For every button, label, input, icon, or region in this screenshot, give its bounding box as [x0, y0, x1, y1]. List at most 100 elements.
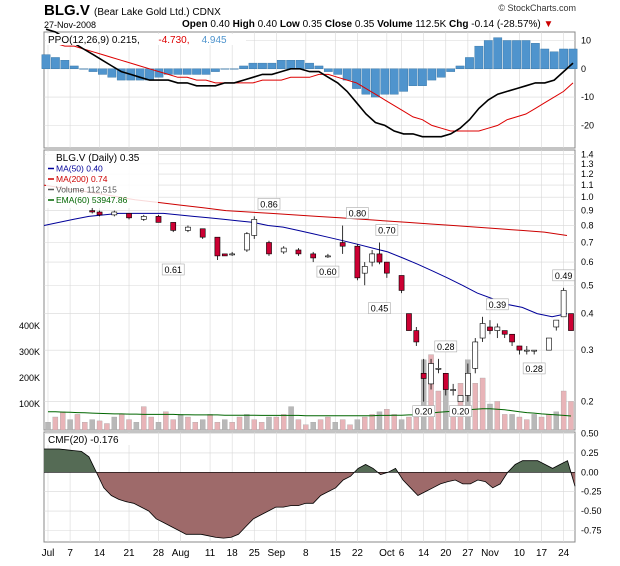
volume-bar	[52, 416, 59, 431]
candle-body	[140, 216, 147, 220]
close-label: Close	[324, 19, 353, 30]
cmf-line	[44, 448, 576, 539]
price-annotation-box	[161, 263, 185, 276]
price-y-tick: 1.4	[581, 149, 594, 159]
ppo-legend-item: 4.945	[202, 35, 227, 46]
candle-body	[280, 247, 287, 253]
x-tick-label: 21	[123, 548, 135, 559]
x-tick-label: 11	[205, 548, 216, 559]
volume-label: Volume	[377, 19, 413, 30]
brand-label: © StockCharts.com	[498, 3, 576, 13]
close-value: 0.35	[354, 19, 375, 30]
candle-body	[96, 211, 103, 216]
ppo-hist-bar	[51, 57, 60, 69]
cmf-positive-area	[44, 449, 571, 473]
chart-header: BLG.V (Bear Lake Gold Ltd.) CDNX 27-Nov-…	[0, 0, 620, 32]
ppo-hist-bar	[540, 48, 550, 69]
candle-body	[420, 373, 427, 379]
price-annotation-label: 0.20	[452, 407, 470, 417]
volume-bar	[214, 422, 221, 431]
ppo-hist-bar	[201, 68, 211, 75]
volume-bar	[479, 377, 486, 431]
candle-body	[457, 395, 464, 402]
exchange: CDNX	[192, 7, 221, 18]
volume-bar	[266, 416, 272, 431]
symbol: BLG.V	[44, 2, 90, 19]
price-legend-item: EMA(60) 53947.86	[56, 195, 128, 205]
price-annotation-label: 0.49	[555, 271, 573, 281]
price-legend-item: MA(200) 0.74	[56, 174, 108, 184]
x-tick-label: 17	[536, 548, 548, 559]
volume-bar	[553, 411, 559, 431]
volume-bar	[354, 419, 361, 431]
ppo-hist-bar	[342, 68, 352, 81]
volume-bar	[295, 419, 302, 431]
candle-body	[479, 323, 486, 339]
ppo-signal-line	[46, 42, 574, 132]
volume-bar	[111, 416, 117, 431]
ppo-hist-bar	[408, 68, 418, 86]
candle-body	[354, 245, 361, 279]
volume-bar	[494, 401, 501, 431]
price-annotation-label: 0.70	[378, 226, 396, 236]
candle-body	[428, 363, 434, 385]
cmf-y-tick: -0.25	[581, 487, 602, 497]
price-annotation-box	[375, 224, 399, 236]
price-y-tick: 0.8	[581, 221, 594, 231]
price-y-tick: 1.3	[581, 159, 594, 169]
x-tick-label: Jul	[42, 548, 55, 559]
ppo-line	[45, 28, 574, 138]
x-tick-label: 20	[440, 548, 452, 559]
volume-bar	[288, 406, 294, 431]
x-tick-label: Oct	[379, 548, 395, 559]
price-annotation-label: 0.80	[349, 209, 367, 219]
volume-bar	[192, 422, 199, 431]
ppo-hist-bar	[145, 68, 154, 81]
x-tick-label: Sep	[267, 548, 285, 559]
candle-body	[361, 266, 368, 274]
volume-bar	[524, 419, 530, 431]
volume-bar	[317, 419, 324, 431]
volume-bar	[170, 419, 176, 431]
ppo-hist-bar	[220, 68, 230, 70]
volume-bar	[406, 416, 412, 431]
high-label: High	[232, 19, 255, 30]
volume-bar	[487, 403, 493, 431]
volume-bar	[155, 422, 162, 431]
candle-body	[494, 326, 501, 331]
ppo-hist-bar	[79, 68, 89, 70]
ppo-hist-bar	[465, 57, 474, 69]
volume-bar	[369, 414, 375, 431]
volume-bar	[118, 414, 125, 431]
ppo-hist-bar	[512, 40, 521, 69]
ppo-hist-bar	[60, 60, 70, 69]
x-tick-label: 14	[94, 548, 106, 559]
ppo-hist-bar	[258, 62, 267, 69]
volume-bar	[435, 390, 442, 431]
volume-bar	[516, 416, 523, 431]
volume-bar	[538, 416, 545, 431]
open-value: 0.40	[210, 19, 230, 30]
volume-y-tick: 100K	[19, 399, 40, 409]
volume-y-tick: 300K	[19, 347, 40, 357]
x-tick-label: 7	[67, 548, 73, 559]
open-label: Open	[182, 19, 208, 30]
cmf-legend-bg	[46, 434, 130, 445]
ppo-hist-bar	[483, 40, 493, 69]
volume-bar	[163, 411, 169, 431]
cmf-y-tick: 0.00	[581, 467, 599, 477]
price-y-tick: 0.9	[581, 206, 594, 216]
candle-body	[553, 319, 560, 328]
volume-bar	[96, 420, 103, 431]
ppo-hist-bar	[305, 62, 314, 69]
price-annotation-label: 0.39	[489, 300, 507, 310]
volume-bar	[339, 419, 346, 431]
price-annotation-label: 0.60	[319, 267, 337, 277]
volume-bar	[325, 416, 331, 431]
ppo-hist-bar	[427, 68, 437, 81]
ohlc-summary: Open 0.40 High 0.40 Low 0.35 Close 0.35 …	[182, 19, 553, 30]
x-tick-label: 8	[303, 548, 309, 559]
price-y-tick: 1.0	[581, 192, 594, 202]
volume-bar	[391, 414, 397, 431]
